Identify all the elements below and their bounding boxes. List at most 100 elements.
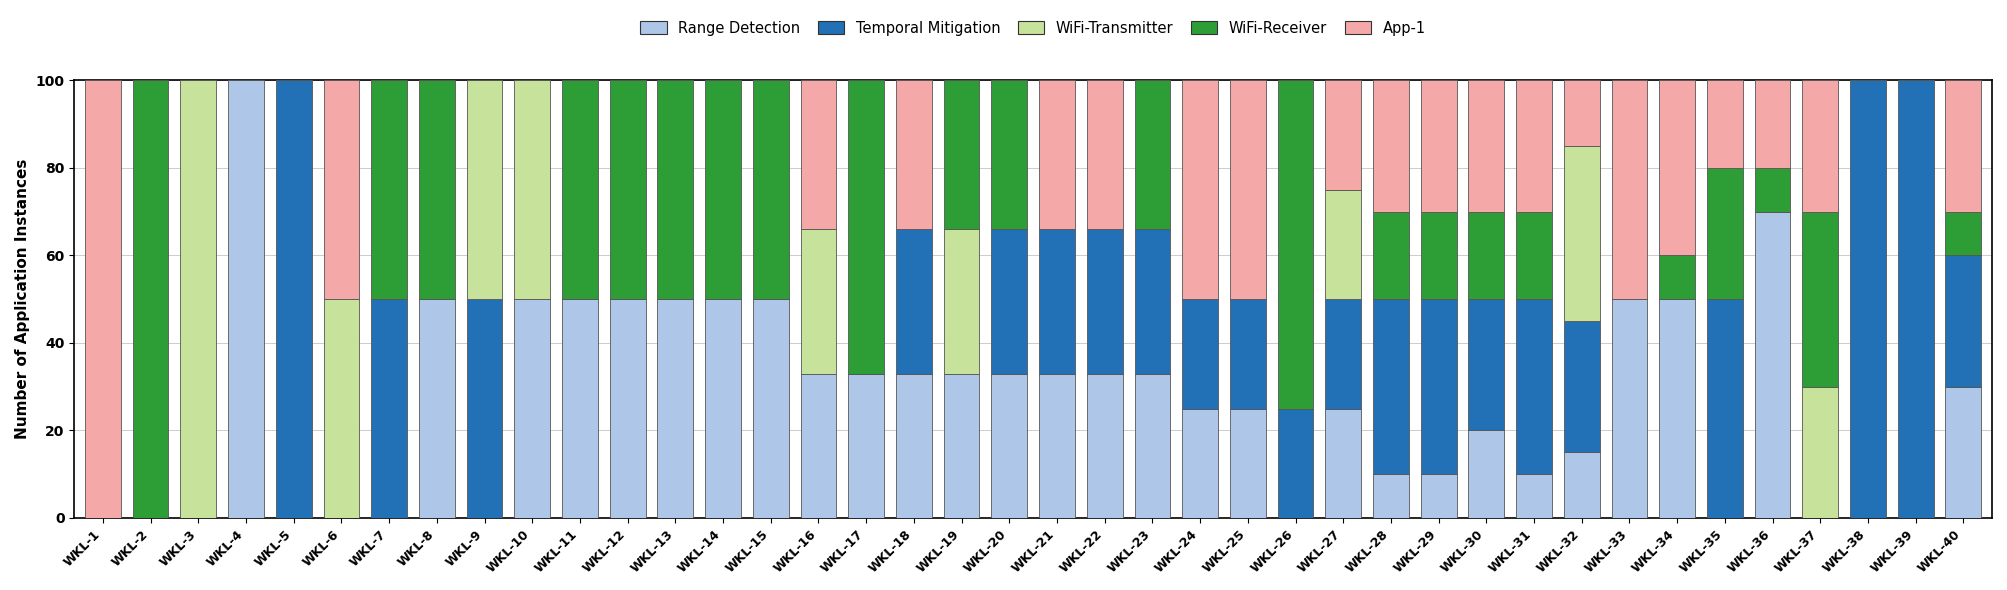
Bar	[84, 80, 120, 518]
Bar	[1373, 80, 1409, 212]
Bar	[1278, 80, 1313, 408]
Bar	[1660, 80, 1696, 255]
Bar	[991, 80, 1028, 229]
Bar	[468, 80, 502, 299]
Bar	[1325, 408, 1361, 518]
Bar	[1612, 299, 1648, 518]
Bar	[1515, 299, 1551, 474]
Bar	[991, 373, 1028, 518]
Bar	[1325, 190, 1361, 299]
Bar	[1421, 474, 1457, 518]
Bar	[1708, 80, 1742, 168]
Bar	[1134, 373, 1170, 518]
Bar	[991, 229, 1028, 373]
Bar	[1899, 80, 1933, 518]
Bar	[1134, 229, 1170, 373]
Bar	[1325, 80, 1361, 190]
Bar	[1182, 408, 1218, 518]
Bar	[1469, 212, 1503, 299]
Bar	[514, 299, 550, 518]
Bar	[658, 80, 692, 299]
Bar	[419, 299, 456, 518]
Bar	[1182, 80, 1218, 299]
Bar	[1754, 80, 1790, 168]
Bar	[1421, 80, 1457, 212]
Bar	[562, 299, 598, 518]
Bar	[371, 299, 407, 518]
Bar	[1563, 321, 1600, 453]
Bar	[1373, 474, 1409, 518]
Bar	[895, 80, 931, 229]
Bar	[610, 299, 646, 518]
Bar	[1278, 408, 1313, 518]
Bar	[1563, 453, 1600, 518]
Bar	[1515, 212, 1551, 299]
Bar	[1945, 255, 1981, 386]
Bar	[1708, 299, 1742, 518]
Bar	[1945, 212, 1981, 255]
Bar	[562, 80, 598, 299]
Bar	[132, 80, 169, 518]
Bar	[1182, 299, 1218, 408]
Bar	[1421, 299, 1457, 474]
Bar	[943, 229, 979, 373]
Bar	[943, 80, 979, 229]
Bar	[275, 80, 311, 518]
Bar	[1230, 299, 1266, 408]
Bar	[371, 80, 407, 299]
Bar	[1469, 80, 1503, 212]
Bar	[704, 80, 741, 299]
Bar	[1325, 299, 1361, 408]
Bar	[514, 80, 550, 299]
Legend: Range Detection, Temporal Mitigation, WiFi-Transmitter, WiFi-Receiver, App-1: Range Detection, Temporal Mitigation, Wi…	[638, 18, 1429, 38]
Bar	[1945, 386, 1981, 518]
Bar	[801, 373, 837, 518]
Bar	[658, 299, 692, 518]
Bar	[1469, 299, 1503, 430]
Bar	[1515, 80, 1551, 212]
Bar	[1088, 229, 1122, 373]
Bar	[1660, 299, 1696, 518]
Bar	[1802, 80, 1838, 212]
Bar	[1230, 408, 1266, 518]
Bar	[323, 299, 359, 518]
Y-axis label: Number of Application Instances: Number of Application Instances	[14, 159, 30, 440]
Bar	[895, 229, 931, 373]
Bar	[1088, 80, 1122, 229]
Bar	[1230, 80, 1266, 299]
Bar	[1754, 212, 1790, 518]
Bar	[1945, 80, 1981, 212]
Bar	[610, 80, 646, 299]
Bar	[1040, 229, 1076, 373]
Bar	[1612, 80, 1648, 299]
Bar	[895, 373, 931, 518]
Bar	[753, 80, 789, 299]
Bar	[1708, 168, 1742, 299]
Bar	[1802, 386, 1838, 518]
Bar	[1040, 373, 1076, 518]
Bar	[1134, 80, 1170, 229]
Bar	[181, 80, 217, 518]
Bar	[1469, 430, 1503, 518]
Bar	[1660, 255, 1696, 299]
Bar	[323, 80, 359, 299]
Bar	[801, 229, 837, 373]
Bar	[1754, 168, 1790, 212]
Bar	[229, 80, 263, 518]
Bar	[1563, 80, 1600, 146]
Bar	[1563, 146, 1600, 321]
Bar	[1040, 80, 1076, 229]
Bar	[753, 299, 789, 518]
Bar	[801, 80, 837, 229]
Bar	[1373, 212, 1409, 299]
Bar	[704, 299, 741, 518]
Bar	[849, 373, 883, 518]
Bar	[1373, 299, 1409, 474]
Bar	[1515, 474, 1551, 518]
Bar	[1421, 212, 1457, 299]
Bar	[1802, 212, 1838, 386]
Bar	[468, 299, 502, 518]
Bar	[943, 373, 979, 518]
Bar	[1850, 80, 1887, 518]
Bar	[1088, 373, 1122, 518]
